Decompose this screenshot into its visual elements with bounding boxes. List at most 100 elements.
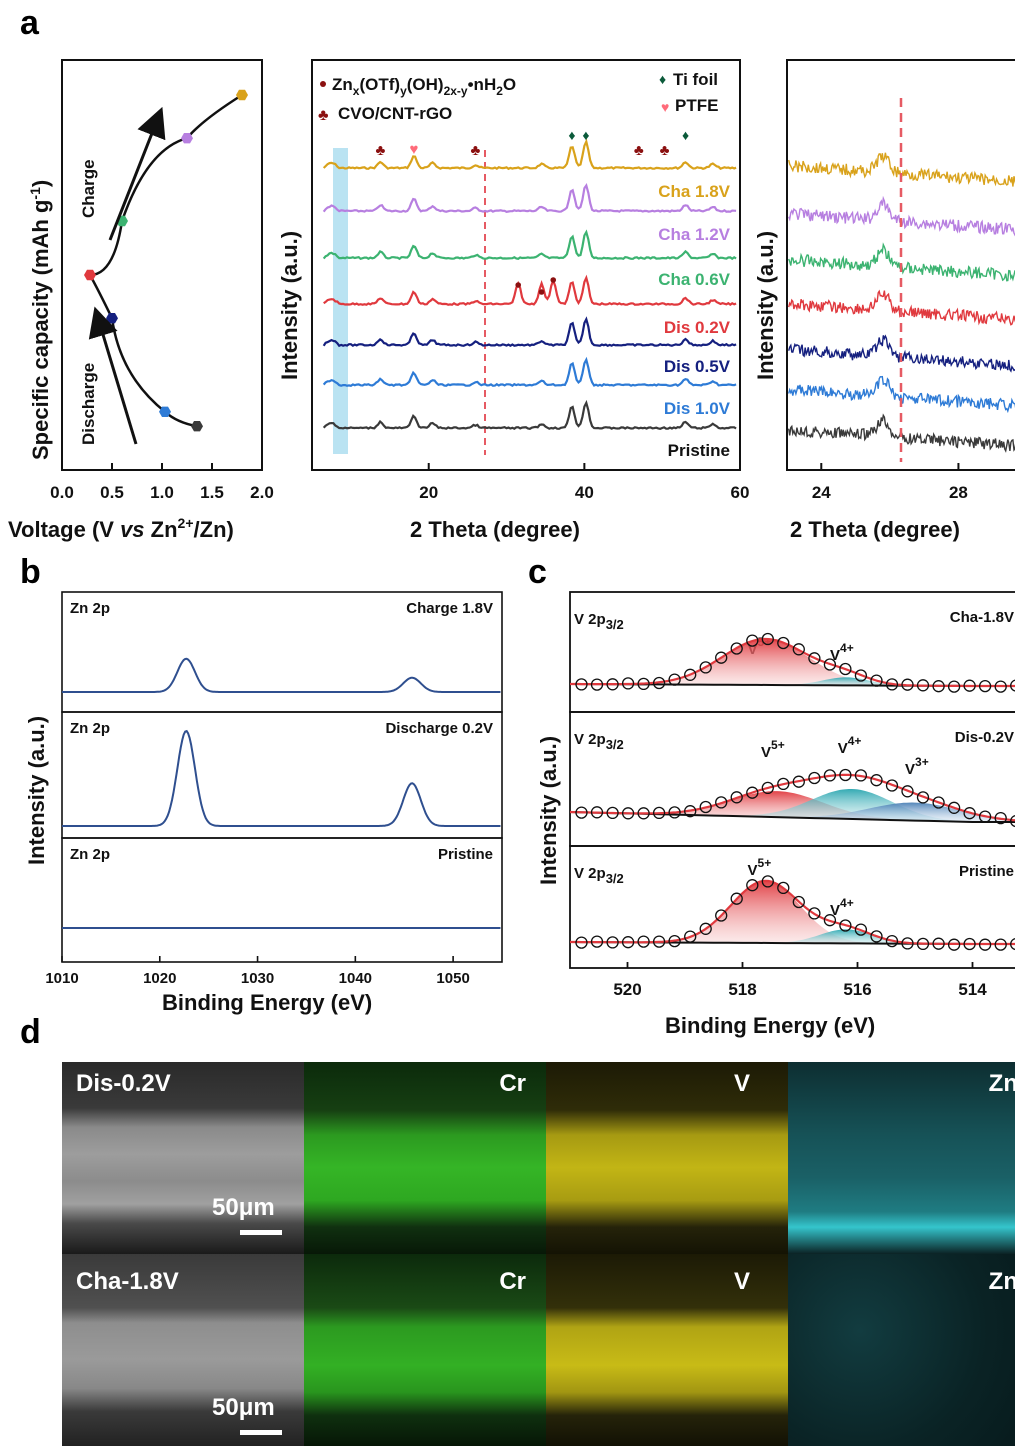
club-icon-legend: ♣ xyxy=(318,107,329,124)
data-point xyxy=(792,895,805,909)
y-axis-label: Intensity (a.u.) xyxy=(753,231,778,380)
data-point xyxy=(761,632,774,646)
data-point xyxy=(963,937,976,951)
x-tick-label: 516 xyxy=(843,980,871,999)
xrd-plot: 20 40 60 ♣ ♣ ♣ ♣ ♥ ♦ ♦ ♦ Znx(OTf)y(OH)2x-y•nH2O ♣… xyxy=(277,59,749,542)
data-point xyxy=(668,806,681,819)
data-point xyxy=(901,678,914,691)
element-label: Cr xyxy=(499,1268,526,1295)
x-tick-label: 514 xyxy=(958,980,987,999)
data-point xyxy=(947,938,961,951)
data-point xyxy=(885,678,899,691)
data-point xyxy=(637,807,650,820)
data-point xyxy=(839,768,852,782)
fit-component xyxy=(570,881,1015,944)
state-label: Pristine xyxy=(438,846,493,863)
fit-component xyxy=(570,639,1015,686)
xrd-trace xyxy=(322,399,737,430)
plot-frame xyxy=(786,59,1015,471)
element-label: Cr xyxy=(499,1070,526,1097)
diamond-marker: ♦ xyxy=(582,127,589,143)
data-point xyxy=(916,937,930,951)
data-point xyxy=(823,769,837,782)
data-point xyxy=(994,680,1007,693)
state-label: Cha-1.8V xyxy=(76,1268,179,1295)
data-point xyxy=(885,779,899,792)
charge-arrow xyxy=(108,106,166,241)
x-tick-label: 24 xyxy=(812,483,831,502)
data-point xyxy=(1010,938,1015,951)
data-point xyxy=(715,651,728,664)
data-point xyxy=(606,936,619,949)
data-point xyxy=(761,781,774,795)
data-point xyxy=(978,810,992,823)
club-marker: ♣ xyxy=(660,142,670,159)
data-point xyxy=(808,907,821,920)
x-tick-label: 1050 xyxy=(436,970,469,987)
capacity-curve xyxy=(87,93,243,428)
data-point xyxy=(106,313,118,324)
highlight-band xyxy=(333,148,348,454)
znotf-marker xyxy=(515,282,522,288)
data-point xyxy=(652,806,666,820)
data-point xyxy=(839,662,852,676)
sem-image-dis: Dis-0.2V 50μm xyxy=(62,1062,304,1254)
x-tick-label: 1030 xyxy=(241,970,274,987)
sem-image-cha: Cha-1.8V 50μm xyxy=(62,1254,304,1446)
y-axis-label: Intensity (a.u.) xyxy=(277,231,302,380)
xrd-zoom-trace xyxy=(788,334,1015,373)
legend-ptfe: PTFE xyxy=(675,96,718,115)
scale-bar xyxy=(240,1430,282,1435)
data-point xyxy=(590,678,604,691)
diamond-marker: ♦ xyxy=(682,127,689,143)
x-tick-label: 518 xyxy=(728,980,756,999)
data-point xyxy=(684,668,697,681)
data-point xyxy=(715,796,728,809)
y-axis-label: Specific capacity (mAh g-1) xyxy=(27,180,53,460)
v2p-xps-plot: V 2p3/2 Cha-1.8V V5+ V4+ V 2p3/2 Dis-0.2V V5+ V… xyxy=(536,591,1015,1038)
xrd-zoom-trace xyxy=(788,413,1015,453)
xrd-zoom-trace xyxy=(788,242,1015,282)
data-point xyxy=(823,658,837,671)
charge-annotation: Charge xyxy=(79,159,98,218)
series-label: Cha 1.2V xyxy=(658,225,730,244)
component-label: V4+ xyxy=(838,734,862,757)
state-label: Charge 1.8V xyxy=(406,600,493,617)
data-point xyxy=(668,673,681,686)
data-point xyxy=(901,785,914,798)
data-point xyxy=(978,938,992,951)
component-label: V4+ xyxy=(830,641,854,664)
element-label: Zn xyxy=(988,1268,1015,1295)
component-label: V3+ xyxy=(905,755,929,778)
xrd-zoom-trace xyxy=(788,375,1015,414)
scale-bar xyxy=(240,1230,282,1235)
znotf-marker xyxy=(538,289,545,295)
data-point xyxy=(159,406,171,417)
data-point xyxy=(606,806,619,820)
data-point xyxy=(808,652,821,665)
x-axis-label: Binding Energy (eV) xyxy=(162,990,372,1015)
panel-label-b: b xyxy=(20,553,41,591)
data-point xyxy=(792,775,805,788)
element-label: V xyxy=(733,1070,750,1097)
data-point xyxy=(792,643,805,656)
data-point xyxy=(699,800,712,814)
data-point xyxy=(932,796,945,809)
element-label: Zn xyxy=(988,1070,1015,1097)
subplot-frame xyxy=(61,837,503,963)
data-point xyxy=(854,923,868,936)
element-label: Zn 2p xyxy=(70,720,110,737)
data-point xyxy=(699,922,712,935)
x-axis-label: 2 Theta (degree) xyxy=(410,517,580,542)
orbital-label: V 2p3/2 xyxy=(574,611,624,632)
xrd-trace xyxy=(322,182,737,213)
state-label: Dis-0.2V xyxy=(76,1070,171,1097)
data-point xyxy=(191,421,203,432)
data-point xyxy=(181,133,193,144)
xps-trace xyxy=(62,657,501,693)
y-axis-label: Intensity (a.u.) xyxy=(536,736,561,885)
state-label: Pristine xyxy=(959,863,1014,880)
data-point xyxy=(684,805,697,818)
club-marker: ♣ xyxy=(376,142,386,159)
x-tick-label: 40 xyxy=(575,483,594,502)
